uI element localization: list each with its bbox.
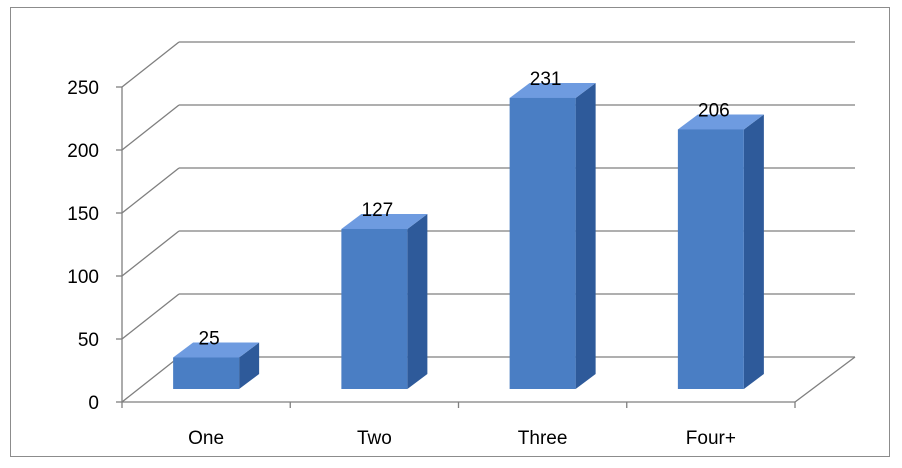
data-label: 25 bbox=[199, 329, 220, 350]
x-category-label: Four+ bbox=[686, 428, 736, 449]
bar-top-face bbox=[173, 342, 260, 358]
floor-right-edge bbox=[794, 356, 856, 403]
labels: 0 50 100 150 200 250 25 One 127 Two 231 Three 206 Fou… bbox=[67, 69, 736, 449]
bar-top-face bbox=[509, 82, 596, 98]
y-tick-label: 250 bbox=[67, 78, 99, 99]
y-tick-label: 0 bbox=[88, 393, 99, 414]
gridline-diagonal bbox=[121, 41, 180, 88]
bar-side-face bbox=[407, 213, 428, 389]
bar-side-face bbox=[743, 114, 764, 389]
bar-three bbox=[509, 82, 596, 389]
data-label: 231 bbox=[530, 69, 562, 90]
y-tick-label: 50 bbox=[78, 330, 99, 351]
bar-side-face bbox=[575, 82, 596, 389]
x-category-label: Three bbox=[518, 428, 568, 449]
gridline-diagonal bbox=[121, 104, 180, 151]
gridline-diagonal bbox=[121, 293, 180, 340]
axes bbox=[116, 86, 796, 408]
bar-side-face bbox=[239, 342, 260, 389]
x-category-label: One bbox=[188, 428, 224, 449]
data-label: 127 bbox=[362, 200, 394, 221]
y-tick-label: 100 bbox=[67, 267, 99, 288]
bar-front-face bbox=[173, 357, 240, 389]
bars bbox=[173, 82, 764, 389]
bar-four bbox=[677, 114, 764, 389]
bar-one bbox=[173, 342, 260, 389]
y-tick-label: 150 bbox=[67, 204, 99, 225]
bar-front-face bbox=[341, 228, 408, 389]
floor-left-edge bbox=[121, 356, 180, 403]
bar-two bbox=[341, 213, 428, 389]
gridline-diagonal bbox=[121, 167, 180, 214]
gridline-diagonal bbox=[121, 230, 180, 277]
bar-front-face bbox=[509, 97, 576, 389]
x-category-label: Two bbox=[357, 428, 392, 449]
data-label: 206 bbox=[698, 100, 730, 121]
y-tick-label: 200 bbox=[67, 141, 99, 162]
bar-front-face bbox=[677, 129, 744, 389]
bar-top-face bbox=[341, 213, 428, 229]
bar-top-face bbox=[677, 114, 764, 130]
